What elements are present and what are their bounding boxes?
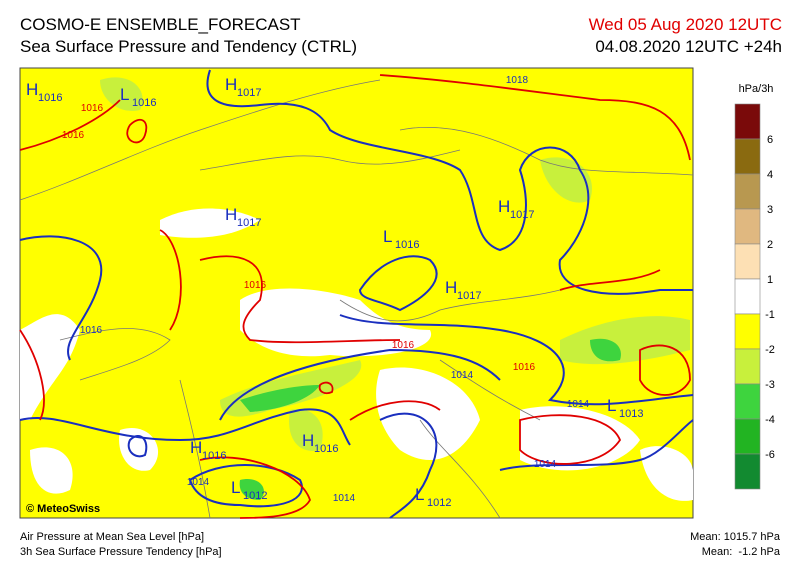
- legend: 6 4 3 2 1 -1 -2 -3 -4 -6: [734, 103, 775, 490]
- legend-swatch: [734, 418, 761, 455]
- isobar-label: 1014: [333, 493, 356, 504]
- center-type: H: [225, 205, 237, 224]
- center-value: 1017: [237, 217, 261, 229]
- isobar-label: 1016: [244, 280, 267, 291]
- legend-tick-label: 2: [767, 239, 773, 251]
- legend-swatch: [734, 173, 761, 210]
- center-type: H: [26, 80, 38, 99]
- center-type: H: [302, 431, 314, 450]
- legend-tick-label: -4: [765, 414, 775, 426]
- isobar-labels: 1018 1016 1016 1016 1016 1016 1014 1016 1014 1014…: [62, 75, 590, 504]
- center-type: H: [498, 197, 510, 216]
- legend-tick-label: -6: [765, 449, 775, 461]
- center-type: L: [415, 485, 424, 504]
- legend-swatch: [734, 313, 761, 350]
- center-type: L: [120, 85, 129, 104]
- credit: © MeteoSwiss: [26, 503, 100, 515]
- center-type: L: [607, 396, 616, 415]
- isobars-red: [19, 74, 691, 519]
- isobar-label: 1016: [392, 340, 415, 351]
- legend-tick-label: -1: [765, 309, 775, 321]
- isobar-label: 1018: [506, 75, 529, 86]
- legend-tick-label: 4: [767, 169, 773, 181]
- subtitle: Sea Surface Pressure and Tendency (CTRL): [20, 37, 357, 56]
- legend-tick-label: 6: [767, 134, 773, 146]
- legend-swatch: [734, 453, 761, 490]
- center-type: H: [445, 278, 457, 297]
- legend-swatch: [734, 103, 761, 140]
- center-value: 1017: [457, 290, 481, 302]
- legend-swatch: [734, 348, 761, 385]
- center-value: 1016: [132, 97, 156, 109]
- center-value: 1012: [243, 490, 267, 502]
- footer-right-2: Mean: -1.2 hPa: [702, 546, 781, 558]
- isobar-label: 1014: [567, 399, 590, 410]
- center-value: 1017: [237, 87, 261, 99]
- isobars-blue: [19, 69, 694, 519]
- title: COSMO-E ENSEMBLE_FORECAST: [20, 15, 301, 34]
- legend-unit: hPa/3h: [739, 83, 774, 95]
- legend-tick-label: -3: [765, 379, 775, 391]
- isobar-label: 1014: [451, 370, 474, 381]
- isobar-label: 1014: [534, 459, 557, 470]
- center-value: 1016: [395, 239, 419, 251]
- isobar-label: 1016: [80, 325, 103, 336]
- legend-swatch: [734, 243, 761, 280]
- dark-green-areas: [239, 338, 621, 500]
- center-value: 1017: [510, 209, 534, 221]
- isobar-label: 1016: [513, 362, 536, 373]
- footer-right-1: Mean: 1015.7 hPa: [690, 531, 781, 543]
- legend-swatch: [734, 278, 761, 315]
- isobar-label: 1014: [187, 477, 210, 488]
- center-type: L: [383, 227, 392, 246]
- valid-time: Wed 05 Aug 2020 12UTC: [589, 15, 782, 34]
- footer-left-1: Air Pressure at Mean Sea Level [hPa]: [20, 531, 204, 543]
- legend-swatch: [734, 383, 761, 420]
- center-type: H: [225, 75, 237, 94]
- footer-left-2: 3h Sea Surface Pressure Tendency [hPa]: [20, 546, 222, 558]
- legend-tick-label: 3: [767, 204, 773, 216]
- center-value: 1016: [38, 92, 62, 104]
- legend-tick-label: -2: [765, 344, 775, 356]
- center-type: H: [190, 438, 202, 457]
- legend-tick-label: 1: [767, 274, 773, 286]
- legend-swatch: [734, 138, 761, 175]
- isobar-label: 1016: [81, 103, 104, 114]
- center-type: L: [231, 478, 240, 497]
- center-value: 1016: [202, 450, 226, 462]
- center-value: 1013: [619, 408, 643, 420]
- isobar-label: 1016: [62, 130, 85, 141]
- center-value: 1012: [427, 497, 451, 509]
- run-time: 04.08.2020 12UTC +24h: [595, 37, 782, 56]
- center-value: 1016: [314, 443, 338, 455]
- legend-swatch: [734, 208, 761, 245]
